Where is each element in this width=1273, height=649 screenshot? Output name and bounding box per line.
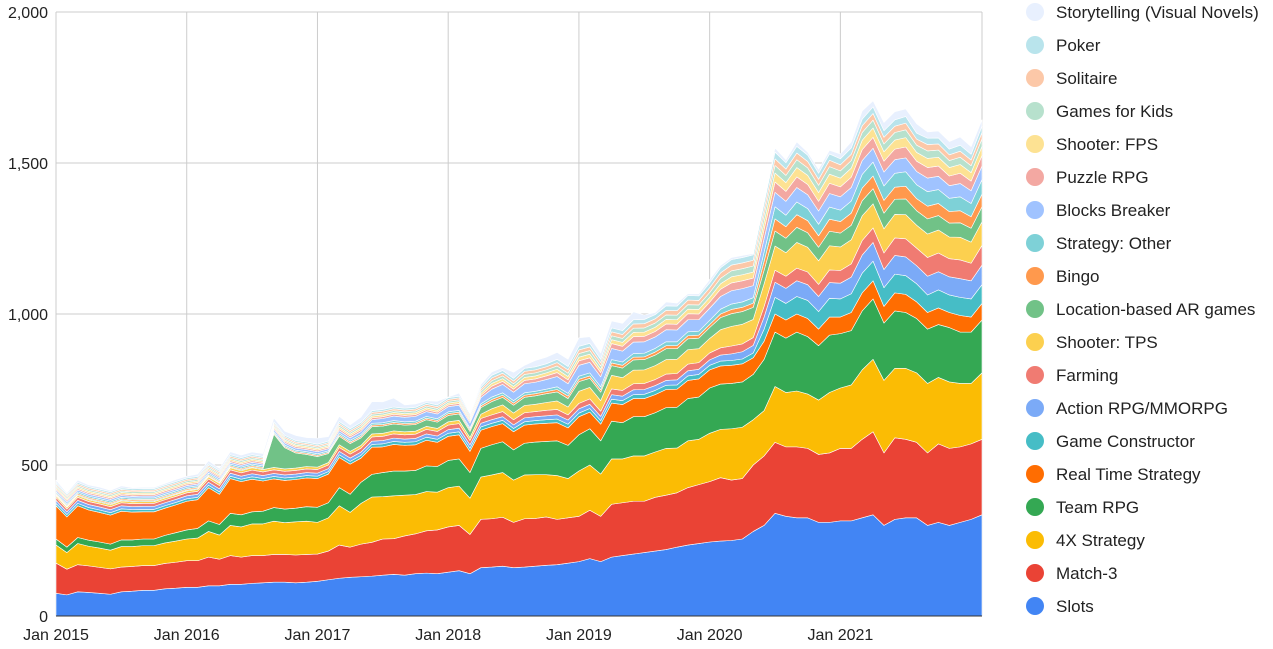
legend-item[interactable]: Games for Kids bbox=[1026, 102, 1173, 121]
legend-item[interactable]: Solitaire bbox=[1026, 69, 1117, 88]
legend-swatch bbox=[1026, 300, 1044, 318]
legend-label: Farming bbox=[1056, 366, 1118, 385]
legend-label: Poker bbox=[1056, 36, 1101, 55]
legend-label: Solitaire bbox=[1056, 69, 1117, 88]
legend-swatch bbox=[1026, 201, 1044, 219]
x-tick-label: Jan 2017 bbox=[285, 627, 351, 644]
x-tick-label: Jan 2020 bbox=[677, 627, 743, 644]
legend-item[interactable]: 4X Strategy bbox=[1026, 531, 1145, 550]
legend-item[interactable]: Location-based AR games bbox=[1026, 300, 1255, 319]
legend-item[interactable]: Shooter: TPS bbox=[1026, 333, 1158, 352]
legend-label: Slots bbox=[1056, 597, 1094, 616]
legend-label: Bingo bbox=[1056, 267, 1099, 286]
legend-swatch bbox=[1026, 234, 1044, 252]
y-tick-label: 500 bbox=[21, 458, 48, 475]
legend-swatch bbox=[1026, 102, 1044, 120]
legend-swatch bbox=[1026, 399, 1044, 417]
y-tick-label: 1,500 bbox=[8, 156, 48, 173]
legend-swatch bbox=[1026, 267, 1044, 285]
area-series-18 bbox=[55, 100, 983, 495]
legend-swatch bbox=[1026, 168, 1044, 186]
legend-swatch bbox=[1026, 36, 1044, 54]
y-tick-label: 2,000 bbox=[8, 5, 48, 22]
legend-swatch bbox=[1026, 597, 1044, 615]
legend-label: Game Constructor bbox=[1056, 432, 1195, 451]
legend-item[interactable]: Storytelling (Visual Novels) bbox=[1026, 3, 1259, 22]
legend-item[interactable]: Strategy: Other bbox=[1026, 234, 1172, 253]
legend-swatch bbox=[1026, 432, 1044, 450]
legend-item[interactable]: Game Constructor bbox=[1026, 432, 1195, 451]
legend-label: 4X Strategy bbox=[1056, 531, 1145, 550]
legend-item[interactable]: Match-3 bbox=[1026, 564, 1117, 583]
legend-swatch bbox=[1026, 531, 1044, 549]
legend-label: Match-3 bbox=[1056, 564, 1117, 583]
legend-swatch bbox=[1026, 69, 1044, 87]
legend-label: Blocks Breaker bbox=[1056, 201, 1171, 220]
x-tick-label: Jan 2021 bbox=[807, 627, 873, 644]
legend-label: Strategy: Other bbox=[1056, 234, 1172, 253]
legend-item[interactable]: Puzzle RPG bbox=[1026, 168, 1149, 187]
area-series bbox=[55, 100, 983, 617]
legend-item[interactable]: Slots bbox=[1026, 597, 1094, 616]
legend-label: Real Time Strategy bbox=[1056, 465, 1201, 484]
legend-item[interactable]: Bingo bbox=[1026, 267, 1099, 286]
legend-label: Puzzle RPG bbox=[1056, 168, 1149, 187]
legend-label: Team RPG bbox=[1056, 498, 1139, 517]
x-axis: Jan 2015 Jan 2016 Jan 2017 Jan 2018 Jan 2019… bbox=[23, 627, 873, 644]
legend-swatch bbox=[1026, 498, 1044, 516]
legend: Storytelling (Visual Novels) Poker Solitai… bbox=[1026, 3, 1259, 616]
legend-swatch bbox=[1026, 564, 1044, 582]
legend-item[interactable]: Action RPG/MMORPG bbox=[1026, 399, 1228, 418]
legend-item[interactable]: Poker bbox=[1026, 36, 1101, 55]
legend-item[interactable]: Team RPG bbox=[1026, 498, 1139, 517]
x-tick-label: Jan 2016 bbox=[154, 627, 220, 644]
x-tick-label: Jan 2018 bbox=[415, 627, 481, 644]
legend-swatch bbox=[1026, 465, 1044, 483]
legend-swatch bbox=[1026, 366, 1044, 384]
legend-swatch bbox=[1026, 135, 1044, 153]
y-tick-label: 0 bbox=[39, 609, 48, 626]
legend-label: Games for Kids bbox=[1056, 102, 1173, 121]
legend-swatch bbox=[1026, 333, 1044, 351]
legend-label: Shooter: FPS bbox=[1056, 135, 1158, 154]
legend-label: Location-based AR games bbox=[1056, 300, 1255, 319]
legend-label: Action RPG/MMORPG bbox=[1056, 399, 1228, 418]
legend-swatch bbox=[1026, 3, 1044, 21]
legend-item[interactable]: Farming bbox=[1026, 366, 1118, 385]
legend-label: Storytelling (Visual Novels) bbox=[1056, 3, 1259, 22]
x-tick-label: Jan 2015 bbox=[23, 627, 89, 644]
legend-item[interactable]: Blocks Breaker bbox=[1026, 201, 1171, 220]
legend-item[interactable]: Shooter: FPS bbox=[1026, 135, 1158, 154]
legend-item[interactable]: Real Time Strategy bbox=[1026, 465, 1201, 484]
x-tick-label: Jan 2019 bbox=[546, 627, 612, 644]
legend-label: Shooter: TPS bbox=[1056, 333, 1158, 352]
y-tick-label: 1,000 bbox=[8, 307, 48, 324]
y-axis: 0 500 1,000 1,500 2,000 bbox=[8, 5, 48, 626]
